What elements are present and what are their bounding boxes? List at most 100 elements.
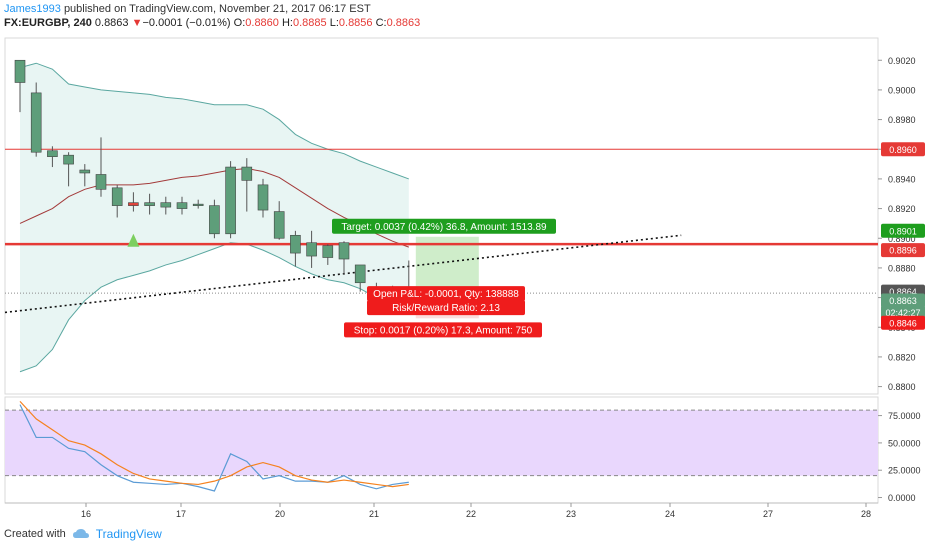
candle	[306, 230, 317, 268]
bollinger-lower-line	[19, 242, 409, 373]
time-tick-label: 27	[763, 509, 773, 519]
target-label-text: Target: 0.0037 (0.42%) 36.8, Amount: 151…	[341, 222, 547, 233]
candle	[63, 152, 74, 187]
rsi-tick-label: 75.0000	[888, 411, 921, 421]
author-link[interactable]: James1993	[4, 3, 61, 15]
candle	[290, 230, 301, 267]
candle-body	[354, 264, 366, 284]
bollinger-upper-line	[19, 62, 409, 180]
time-tick-label: 24	[665, 509, 675, 519]
candle	[111, 184, 123, 218]
rsi-series-line	[19, 400, 409, 488]
rsi-tick-label: 50.0000	[888, 438, 921, 448]
candle	[79, 164, 91, 187]
candle	[257, 178, 269, 218]
price-badge: 02:42:27	[885, 308, 920, 318]
rsi-series-line	[19, 404, 409, 492]
time-tick-label: 21	[369, 509, 379, 519]
candle	[354, 264, 366, 292]
candle-body	[257, 184, 269, 211]
candle-body	[111, 187, 123, 206]
open-label: O:	[233, 17, 246, 29]
time-tick-label: 20	[275, 509, 285, 519]
candle	[128, 192, 139, 212]
rsi-pane[interactable]	[4, 396, 879, 504]
close-label: C:	[375, 17, 387, 29]
badge-0.8896-bg	[881, 243, 925, 258]
candle-body	[95, 174, 107, 190]
price-tick-label: 0.8940	[888, 174, 916, 184]
candle	[322, 244, 334, 265]
low-value: 0.8856	[338, 17, 373, 29]
price-badge: 0.8901	[889, 226, 917, 236]
high-label: H:	[281, 17, 293, 29]
candle-body	[209, 205, 220, 235]
open-pl-label-text: Open P&L: -0.0001, Qty: 138888	[373, 289, 519, 300]
candle-body	[128, 202, 139, 206]
symbol-label: FX:EURGBP, 240	[4, 17, 92, 29]
profit-zone	[415, 236, 479, 294]
tradingview-cloud-icon	[72, 529, 89, 538]
risk-reward-label-bg	[367, 300, 525, 316]
candle	[160, 196, 172, 215]
candle-body	[241, 166, 253, 181]
tradingview-brand-link[interactable]: TradingView	[95, 527, 162, 541]
candle	[338, 241, 350, 274]
price-tick-label: 0.8920	[888, 204, 916, 214]
candle-body	[79, 169, 91, 174]
target-label: Target: 0.0037 (0.42%) 36.8, Amount: 151…	[332, 218, 556, 234]
open-pl-label-bg	[367, 286, 525, 302]
close-value: 0.8863	[386, 17, 421, 29]
ohlc-line: FX:EURGBP, 240 0.8863 ▼−0.0001 (−0.01%) …	[4, 16, 420, 30]
candle	[30, 82, 42, 157]
price-pane[interactable]: Target: 0.0037 (0.42%) 36.8, Amount: 151…	[4, 37, 879, 395]
high-value: 0.8885	[292, 17, 327, 29]
candle	[225, 161, 236, 239]
candle-body	[306, 242, 317, 257]
trading-chart[interactable]: Target: 0.0037 (0.42%) 36.8, Amount: 151…	[0, 0, 932, 520]
candle-body	[160, 202, 172, 208]
candle-body	[144, 202, 155, 206]
candle	[209, 199, 220, 239]
price-tick-label: 0.8820	[888, 352, 916, 362]
axes: 0.9020 0.9000 0.8980 0.8960 0.8940 0.8920 0.89…	[5, 56, 925, 519]
candle	[14, 59, 26, 113]
price-tick-label: 0.8880	[888, 263, 916, 273]
candle-body	[47, 150, 58, 157]
price-badge: 0.8864	[889, 287, 917, 297]
time-tick-label: 17	[176, 509, 186, 519]
publish-line: James1993 published on TradingView.com, …	[4, 2, 420, 16]
rsi-band-fill	[5, 410, 878, 476]
candle-body	[290, 234, 301, 254]
time-tick-label: 16	[81, 509, 91, 519]
price-badge-bg	[881, 315, 925, 330]
candle	[241, 158, 253, 212]
footer: Created with TradingView	[4, 527, 162, 541]
price-badge: 0.8846	[889, 318, 917, 328]
published-text: published on TradingView.com, November 2…	[63, 3, 371, 15]
stop-label-text: Stop: 0.0017 (0.20%) 17.3, Amount: 750	[354, 325, 533, 336]
candle	[176, 196, 188, 215]
badge-0.8960: 0.8960	[889, 145, 917, 155]
candle-body	[338, 242, 350, 260]
candle	[192, 199, 204, 209]
candle-body	[30, 92, 42, 153]
candle-body	[225, 166, 236, 235]
candle-body	[322, 245, 334, 258]
risk-reward-label-text: Risk/Reward Ratio: 2.13	[392, 303, 500, 314]
open-pl-label: Open P&L: -0.0001, Qty: 138888	[367, 286, 525, 302]
price-tick-label: 0.8900	[888, 234, 916, 244]
candle-body	[273, 211, 285, 239]
price-tick-label: 0.9000	[888, 85, 916, 95]
candle	[47, 146, 58, 168]
risk-reward-label: Risk/Reward Ratio: 2.13	[367, 300, 525, 316]
created-with-text: Created with	[4, 528, 66, 540]
dotted-trendline	[4, 234, 682, 314]
price-tick-label: 0.9020	[888, 56, 916, 66]
price-tick-label: 0.8980	[888, 115, 916, 125]
badge-0.8896: 0.8896	[889, 246, 917, 256]
rsi-tick-label: 0.0000	[888, 493, 916, 503]
price-badge-bg	[881, 223, 925, 238]
chart-header: James1993 published on TradingView.com, …	[4, 2, 420, 30]
time-tick-label: 22	[466, 509, 476, 519]
